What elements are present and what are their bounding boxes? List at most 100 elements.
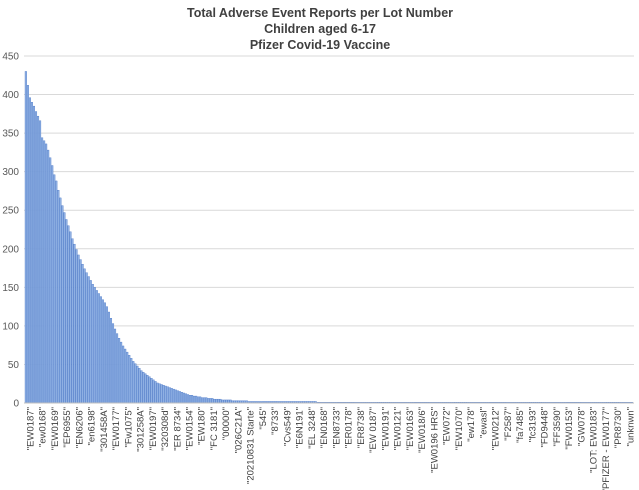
bar — [41, 137, 44, 404]
bar — [47, 149, 50, 404]
bar — [116, 333, 119, 404]
x-category-label: "fc3193" — [527, 407, 538, 442]
x-category-label: "PR8730" — [613, 407, 624, 448]
x-category-label: "EW0169" — [50, 407, 61, 450]
bar — [138, 368, 141, 404]
bar — [164, 385, 167, 404]
bar — [49, 157, 52, 404]
bar — [81, 264, 84, 404]
chart-title-line-1: Total Adverse Event Reports per Lot Numb… — [187, 6, 453, 20]
bar — [195, 395, 198, 404]
x-category-label: "LOT: EW0183" — [589, 407, 600, 473]
bar — [105, 306, 108, 404]
bar — [211, 398, 214, 404]
bar — [188, 395, 192, 404]
bar — [193, 395, 196, 404]
bar — [57, 189, 60, 404]
x-category-label: "GW078" — [576, 407, 587, 446]
bar — [205, 397, 208, 404]
bar — [30, 102, 33, 404]
y-tick-label: 300 — [2, 167, 19, 178]
bar — [209, 398, 212, 404]
x-category-label: "301258A" — [136, 407, 147, 452]
bar — [207, 398, 210, 404]
x-category-label: "FF3590" — [552, 407, 563, 446]
bar — [26, 85, 29, 404]
bar — [148, 376, 151, 404]
y-tick-label: 200 — [2, 244, 19, 255]
x-category-label: "ew178" — [466, 407, 477, 442]
y-tick-label: 50 — [8, 360, 20, 371]
bar — [34, 111, 38, 404]
x-category-label: "PFIZER - EW0177" — [601, 407, 612, 490]
y-tick-label: 350 — [2, 129, 19, 140]
x-category-label: "EW0163" — [405, 407, 416, 450]
bar — [217, 398, 220, 404]
bar — [130, 358, 133, 404]
x-category-label: "00000" — [221, 407, 232, 440]
x-category-label: "EW0177" — [111, 407, 122, 450]
bar — [201, 397, 204, 404]
bar — [89, 280, 92, 404]
bar — [103, 302, 106, 404]
bar — [97, 293, 100, 404]
x-category-label: "FC 3181" — [209, 407, 220, 450]
bar — [63, 212, 66, 404]
bar — [79, 259, 82, 404]
bar — [77, 254, 80, 404]
x-category-label: "ER 8734" — [172, 407, 183, 451]
chart-title-line-3: Pfizer Covid-19 Vaccine — [250, 38, 390, 52]
bar — [182, 392, 185, 404]
bar — [146, 375, 149, 404]
bar — [67, 225, 70, 404]
x-category-label: "EL 3248" — [307, 407, 318, 449]
bar — [156, 382, 159, 404]
bar — [134, 363, 137, 404]
x-category-label: "EW1070" — [454, 407, 465, 450]
x-category-label: "545" — [258, 407, 269, 430]
bar — [91, 284, 94, 404]
y-tick-label: 150 — [2, 283, 19, 294]
bar — [150, 378, 153, 404]
bar — [122, 345, 125, 404]
y-tick-label: 450 — [2, 52, 19, 63]
bar — [101, 299, 104, 404]
bar — [43, 140, 46, 404]
bar — [191, 395, 194, 404]
bar — [36, 115, 40, 404]
bar — [152, 379, 155, 404]
x-category-label: "FW0153" — [564, 407, 575, 450]
x-category-label: "301458A" — [99, 407, 110, 452]
y-tick-label: 100 — [2, 321, 19, 332]
bar — [197, 396, 200, 404]
x-category-label: "EW 0187" — [368, 407, 379, 453]
bar — [144, 373, 147, 404]
x-category-label: "EP6955" — [62, 407, 73, 448]
bar — [71, 238, 74, 404]
bar — [85, 272, 88, 404]
bar — [170, 388, 173, 404]
x-category-label: "EN8733" — [331, 407, 342, 448]
bar — [199, 396, 202, 404]
x-category-label: "EW0187" — [25, 407, 36, 450]
bar — [154, 381, 157, 404]
x-category-label: "EW0191" — [380, 407, 391, 450]
x-category-label: "026C21A" — [233, 407, 244, 453]
x-category-label: "ewasl" — [478, 407, 489, 438]
bar — [174, 389, 177, 404]
x-category-label: "EW0154" — [185, 407, 196, 450]
bar — [158, 383, 161, 404]
x-category-label: "EW180" — [197, 407, 208, 445]
x-category-label: "en6198" — [87, 407, 98, 445]
bar — [126, 351, 129, 404]
bar — [28, 97, 31, 404]
bar — [140, 370, 143, 404]
bar — [219, 398, 222, 404]
bar — [180, 392, 183, 404]
x-category-label: "EW0196 HRS" — [429, 407, 440, 473]
bar — [176, 390, 179, 404]
bar — [184, 393, 188, 404]
bar — [95, 290, 98, 404]
gridlines — [24, 55, 634, 365]
